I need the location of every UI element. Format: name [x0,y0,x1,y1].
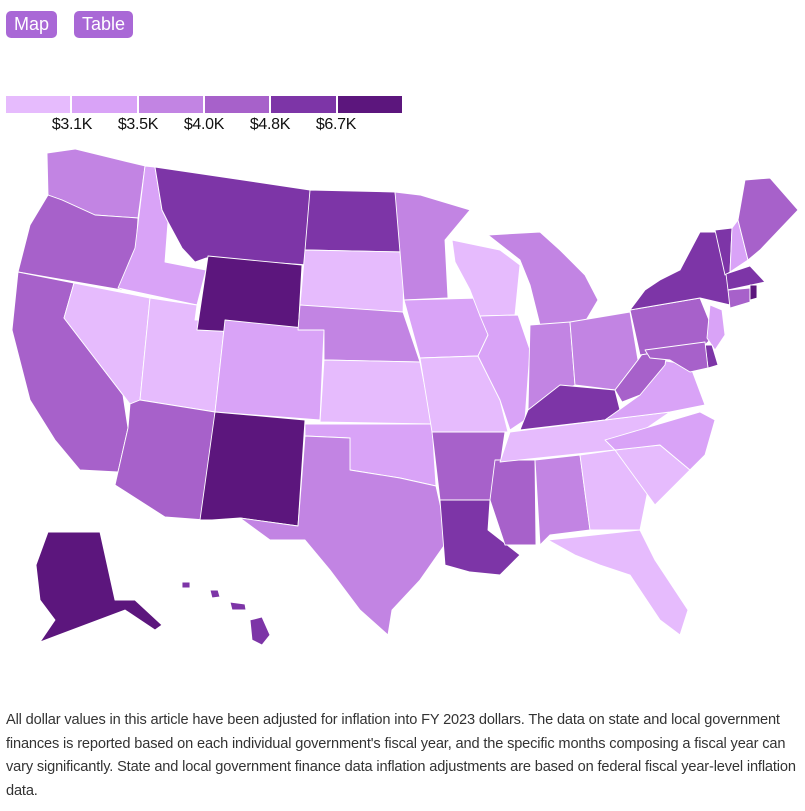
state-AK[interactable] [35,531,163,643]
legend-label: $4.8K [249,116,291,133]
state-AL[interactable] [534,454,591,546]
legend-swatch [6,96,73,113]
state-MA[interactable] [725,265,766,291]
state-AZ[interactable] [114,399,216,521]
tab-table[interactable]: Table [74,11,134,38]
state-HI-3[interactable] [229,601,247,611]
state-IA[interactable] [403,297,489,359]
state-MD[interactable] [644,341,709,373]
state-MT[interactable] [154,166,311,266]
legend-labels: $3.1K $3.5K $4.0K $4.8K $6.7K [6,116,402,138]
state-MI[interactable] [487,231,599,326]
state-NJ[interactable] [706,304,726,351]
state-LA[interactable] [439,499,521,576]
inflation-note: All dollar values in this article have b… [6,712,796,799]
legend-swatch [72,96,139,113]
state-NM[interactable] [199,411,306,527]
state-MS[interactable] [489,459,537,546]
state-NC[interactable] [604,411,716,471]
view-tabs: Map Table [6,11,134,38]
state-MO[interactable] [419,355,509,433]
us-choropleth-map [0,140,805,660]
state-ND[interactable] [304,189,405,253]
legend-swatch [204,96,272,113]
state-CO[interactable] [214,319,325,421]
legend-label: $3.5K [117,116,159,133]
state-HI-2[interactable] [209,589,221,599]
state-HI-4[interactable] [181,581,191,589]
legend-swatch [337,96,402,113]
state-ME[interactable] [737,177,799,261]
state-NY[interactable] [629,231,731,311]
state-TX[interactable] [239,435,449,636]
state-RI[interactable] [749,284,758,301]
state-HI[interactable] [249,616,271,646]
legend-label: $4.0K [183,116,225,133]
color-legend: $3.1K $3.5K $4.0K $4.8K $6.7K [6,96,402,138]
legend-swatch [271,96,338,113]
tab-map[interactable]: Map [6,11,58,38]
legend-swatch [138,96,205,113]
legend-label: $3.1K [51,116,93,133]
state-FL[interactable] [547,529,689,636]
state-CT[interactable] [727,287,751,309]
legend-label: $6.7K [315,116,357,133]
legend-bar [6,96,402,113]
state-KS[interactable] [319,359,433,425]
state-IL[interactable] [477,314,531,431]
